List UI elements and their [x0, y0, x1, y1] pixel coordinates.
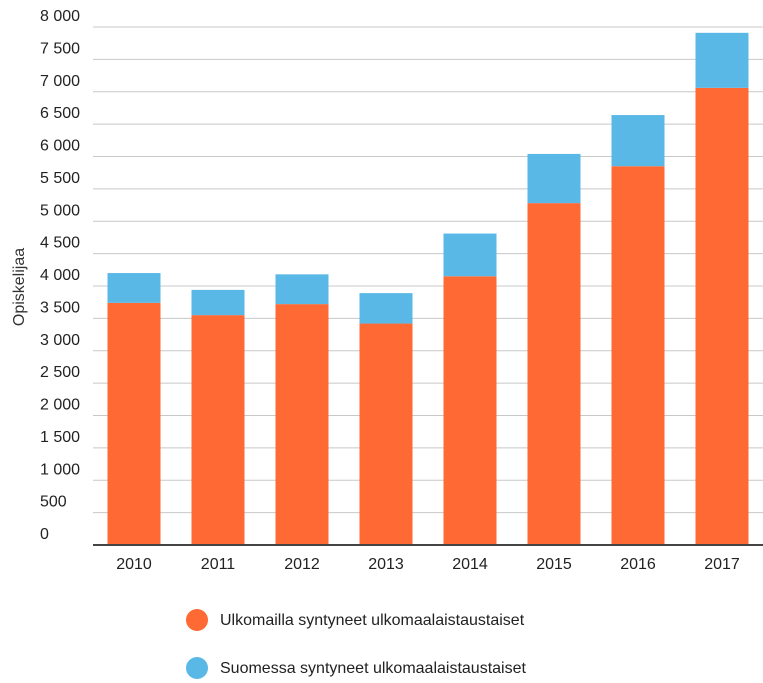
y-tick-label: 6 000 [40, 138, 80, 155]
y-tick-label: 8 000 [40, 8, 80, 25]
bar-segment-2011-series-1 [191, 315, 245, 545]
y-tick-label: 5 000 [40, 202, 80, 219]
y-axis-title: Opiskelijaa [11, 248, 28, 326]
legend-swatch [186, 609, 208, 631]
bar-segment-2015-series-2 [527, 153, 581, 204]
y-tick-label: 2 000 [40, 397, 80, 414]
x-tick-label: 2012 [284, 556, 320, 573]
x-tick-label: 2017 [704, 556, 740, 573]
x-tick-label: 2015 [536, 556, 572, 573]
bar-segment-2017-series-2 [695, 32, 749, 88]
y-tick-label: 7 000 [40, 73, 80, 90]
y-tick-label: 4 000 [40, 267, 80, 284]
x-tick-label: 2016 [620, 556, 656, 573]
legend-item: Suomessa syntyneet ulkomaalaistaustaiset [186, 657, 526, 679]
x-tick-label: 2014 [452, 556, 488, 573]
bar-segment-2014-series-1 [443, 276, 497, 545]
bar-segment-2014-series-2 [443, 233, 497, 277]
x-tick-label: 2010 [116, 556, 152, 573]
y-tick-label: 500 [40, 494, 67, 511]
y-tick-label: 5 500 [40, 170, 80, 187]
bar-segment-2016-series-2 [611, 115, 665, 167]
legend-item: Ulkomailla syntyneet ulkomaalaistaustais… [186, 609, 525, 631]
x-axis-ticks: 2010 2011 2012 2013 2014 2015 2016 2017 [116, 556, 740, 573]
y-tick-label: 4 500 [40, 235, 80, 252]
y-tick-label: 1 000 [40, 461, 80, 478]
y-tick-label: 3 500 [40, 299, 80, 316]
bar-segment-2013-series-1 [359, 323, 413, 545]
y-tick-label: 6 500 [40, 105, 80, 122]
y-tick-label: 0 [40, 526, 49, 543]
bar-segment-2012-series-2 [275, 274, 329, 305]
x-tick-label: 2011 [201, 556, 236, 573]
x-tick-label: 2013 [368, 556, 404, 573]
bars [107, 32, 749, 546]
bar-segment-2012-series-1 [275, 304, 329, 545]
y-tick-label: 7 500 [40, 40, 80, 57]
y-tick-label: 3 000 [40, 332, 80, 349]
bar-segment-2017-series-1 [695, 87, 749, 546]
bar-segment-2016-series-1 [611, 166, 665, 545]
bar-segment-2013-series-2 [359, 293, 413, 324]
legend-label: Ulkomailla syntyneet ulkomaalaistaustais… [220, 612, 525, 629]
y-axis-ticks: 0 500 1 000 1 500 2 000 2 500 3 000 3 500 4 000 4… [40, 8, 80, 543]
bar-segment-2011-series-2 [191, 289, 245, 316]
legend-swatch [186, 657, 208, 679]
legend: Ulkomailla syntyneet ulkomaalaistaustais… [186, 609, 526, 679]
legend-label: Suomessa syntyneet ulkomaalaistaustaiset [220, 660, 526, 677]
bar-segment-2010-series-2 [107, 273, 161, 303]
bar-segment-2010-series-1 [107, 302, 161, 545]
bar-segment-2015-series-1 [527, 203, 581, 545]
y-tick-label: 2 500 [40, 364, 80, 381]
y-tick-label: 1 500 [40, 429, 80, 446]
